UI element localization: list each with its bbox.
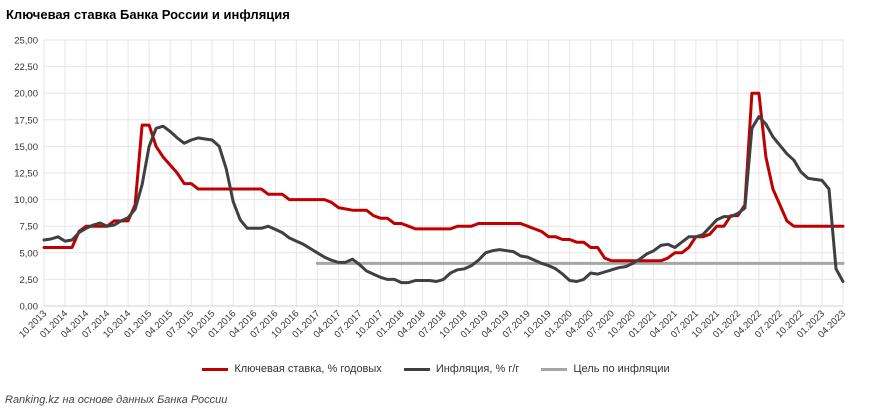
- legend-swatch-key-rate: [202, 367, 229, 371]
- y-tick-label: 20,00: [14, 89, 38, 100]
- inflation-line: [42, 115, 845, 285]
- key-rate-line: [42, 91, 845, 263]
- y-tick-label: 2,50: [20, 275, 39, 286]
- y-tick-label: 22,50: [14, 62, 38, 73]
- legend-label-key-rate: Ключевая ставка, % годовых: [234, 363, 382, 375]
- series: [42, 91, 845, 285]
- y-tick-label: 12,50: [14, 169, 38, 180]
- y-tick-label: 5,00: [20, 248, 39, 259]
- x-axis-ticks: 10.201301.201404.201407.201410.201401.20…: [17, 308, 848, 340]
- legend-swatch-target: [541, 367, 568, 371]
- legend-item-key-rate: Ключевая ставка, % годовых: [202, 363, 382, 375]
- legend-label-target: Цель по инфляции: [573, 363, 670, 375]
- legend-item-target: Цель по инфляции: [541, 363, 670, 375]
- legend-swatch-inflation: [403, 367, 430, 371]
- y-tick-label: 10,00: [14, 195, 38, 206]
- legend-label-inflation: Инфляция, % г/г: [435, 363, 520, 375]
- y-tick-label: 7,50: [20, 222, 39, 233]
- chart-title: Ключевая ставка Банка России и инфляция: [6, 7, 290, 22]
- legend-item-inflation: Инфляция, % г/г: [403, 363, 520, 375]
- y-tick-label: 25,00: [14, 36, 38, 47]
- y-tick-label: 0,00: [20, 302, 39, 313]
- legend: Ключевая ставка, % годовых Инфляция, % г…: [0, 363, 872, 375]
- y-tick-label: 17,50: [14, 115, 38, 126]
- source-note: Ranking.kz на основе данных Банка России: [5, 394, 228, 406]
- grid: [43, 39, 844, 307]
- y-tick-label: 15,00: [14, 142, 38, 153]
- y-axis-ticks: 0,00 2,50 5,00 7,50 10,00 12,50 15,00 17,50 20,0…: [14, 36, 38, 313]
